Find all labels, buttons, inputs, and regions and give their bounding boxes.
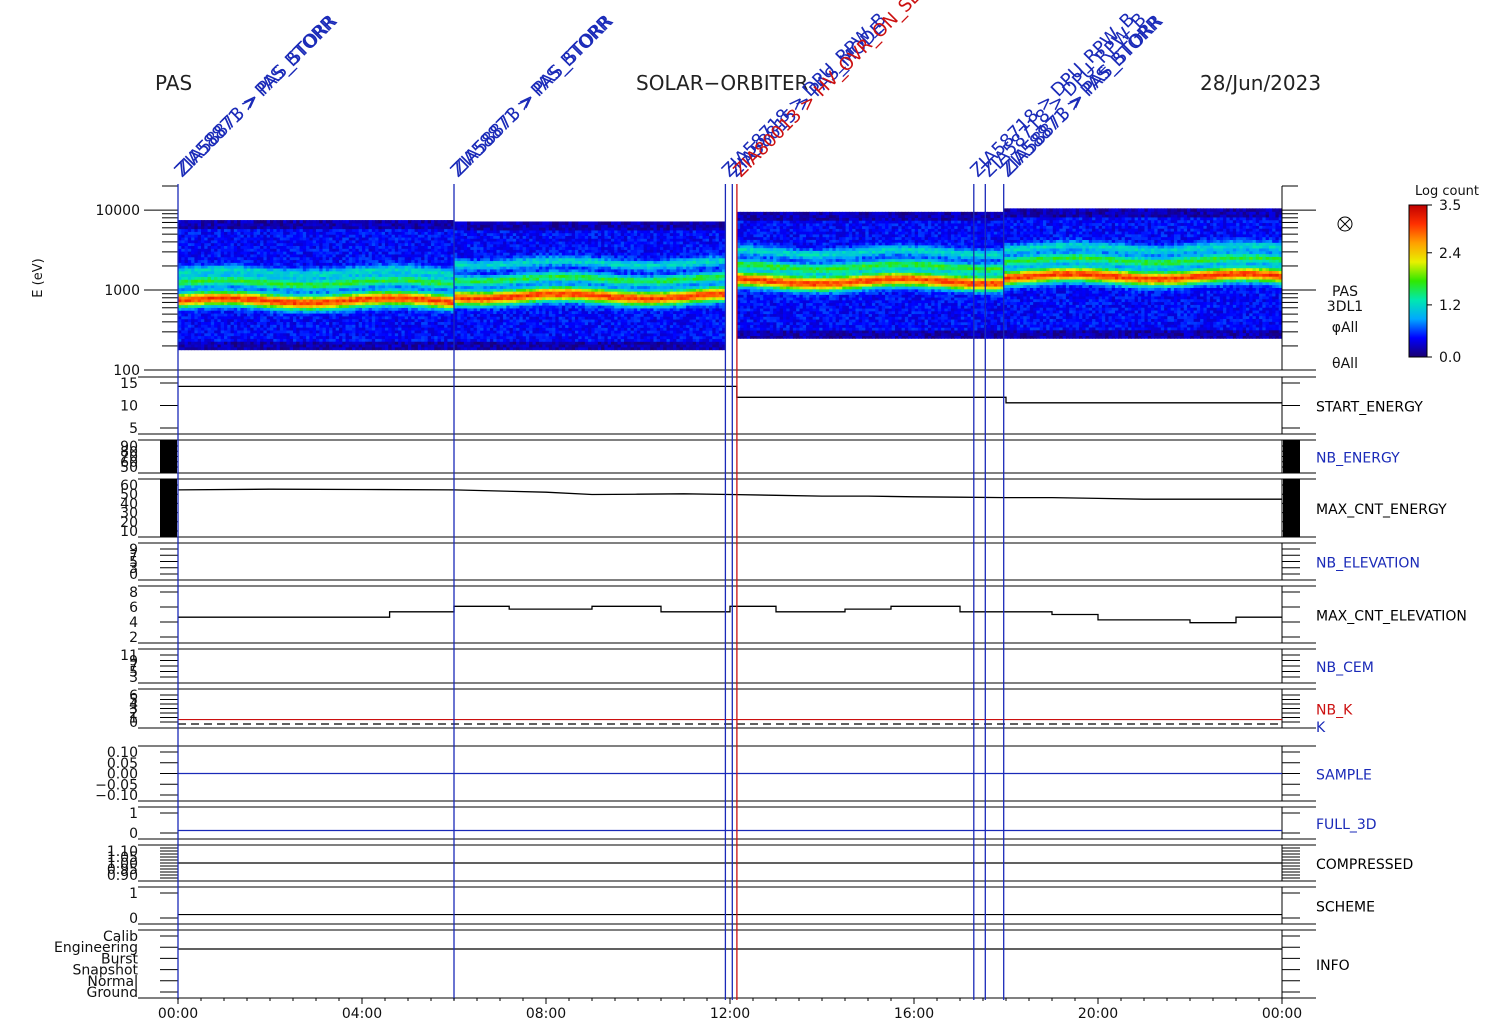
energy-spectrogram <box>178 186 1283 370</box>
instrument-title: PAS <box>155 71 192 95</box>
mission-title: SOLAR−ORBITER <box>636 71 808 95</box>
date-title: 28/Jun/2023 <box>1200 71 1321 95</box>
header: PAS SOLAR−ORBITER 28/Jun/2023 <box>155 71 1321 95</box>
